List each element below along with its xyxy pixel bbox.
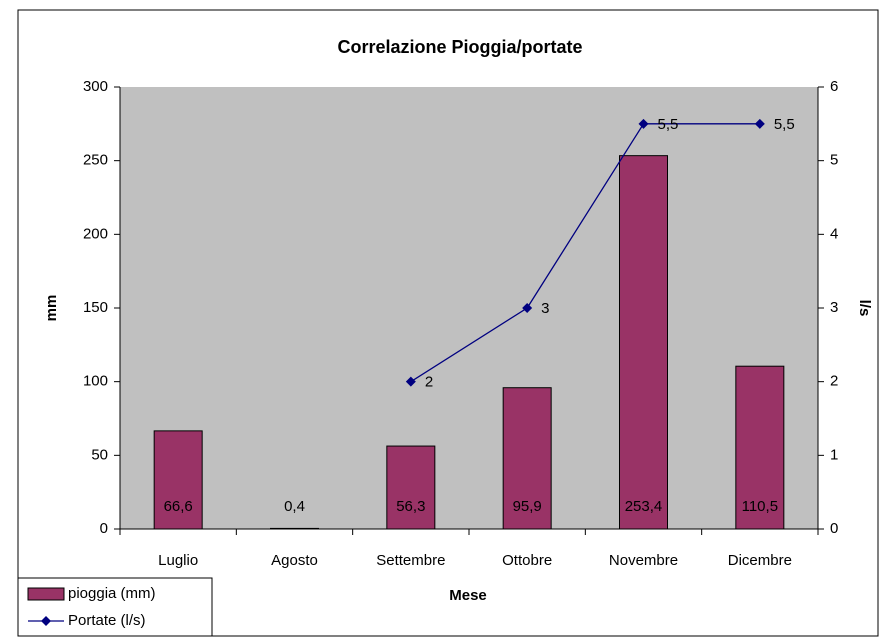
bar (735, 365, 785, 530)
line-value-label: 5,5 (658, 116, 679, 133)
line-value-label: 3 (541, 300, 549, 317)
line-value-label: 2 (425, 374, 433, 391)
bar (619, 155, 668, 530)
bar (386, 445, 436, 530)
y-tick-label: 150 (83, 299, 108, 316)
y2-tick-label: 1 (830, 446, 838, 463)
y-tick-label: 0 (100, 520, 108, 537)
y-tick-label: 200 (83, 225, 108, 242)
y2-tick-label: 4 (830, 225, 838, 242)
bar (153, 430, 203, 530)
x-axis-title: Mese (449, 587, 487, 604)
y2-tick-label: 2 (830, 373, 838, 390)
bar-value-label: 253,4 (625, 498, 663, 515)
legend-marker (41, 616, 51, 626)
bar-value-label: 0,4 (284, 498, 305, 515)
x-tick-label: Agosto (271, 552, 318, 569)
y-tick-label: 50 (91, 446, 108, 463)
line (410, 123, 760, 383)
y-axis-title: mm (43, 295, 60, 322)
line-marker (522, 303, 533, 313)
line-marker (638, 118, 649, 129)
bar (270, 527, 319, 530)
bar-value-label: 56,3 (396, 498, 425, 515)
bar-value-label: 110,5 (742, 498, 778, 515)
y-tick-label: 100 (83, 373, 108, 390)
x-tick-label: Settembre (376, 552, 445, 569)
line-value-label: 5,5 (774, 116, 795, 133)
bar (502, 387, 552, 530)
y2-tick-label: 5 (830, 152, 838, 169)
x-tick-label: Novembre (609, 552, 678, 569)
y-tick-label: 250 (83, 152, 108, 169)
x-tick-label: Luglio (158, 552, 198, 569)
legend-label: pioggia (mm) (68, 585, 156, 602)
legend-swatch (27, 587, 65, 601)
line-marker (405, 376, 416, 387)
y2-axis-title: l/s (856, 300, 873, 317)
bar-value-label: 66,6 (164, 498, 193, 515)
bar-value-label: 95,9 (513, 498, 542, 515)
x-tick-label: Ottobre (502, 552, 552, 569)
y2-tick-label: 6 (830, 78, 838, 95)
y-tick-label: 300 (83, 78, 108, 95)
plot-area (120, 87, 818, 529)
legend-label: Portate (l/s) (68, 612, 146, 629)
y2-tick-label: 0 (830, 520, 838, 537)
line-marker (754, 118, 765, 129)
chart-title: Correlazione Pioggia/portate (337, 37, 582, 57)
y2-tick-label: 3 (830, 299, 838, 316)
x-tick-label: Dicembre (728, 552, 792, 569)
